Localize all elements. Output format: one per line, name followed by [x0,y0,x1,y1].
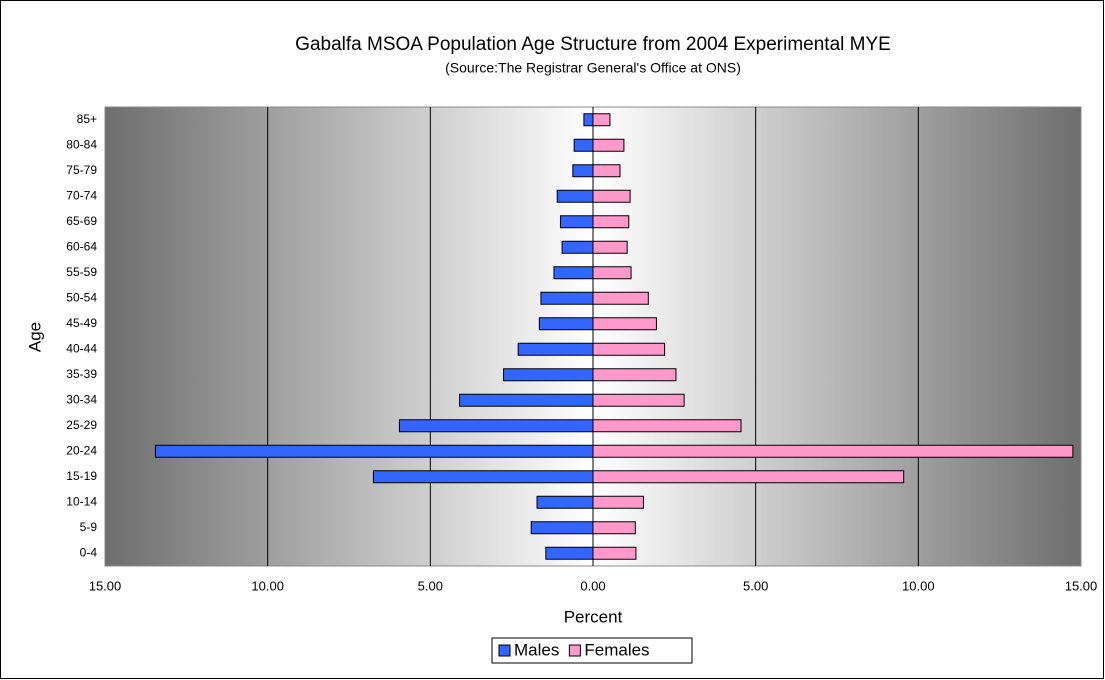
bar [592,393,685,407]
bar [592,495,644,509]
bar [592,521,636,535]
bar [592,444,1074,458]
bar [572,164,594,178]
bar [559,215,594,229]
x-tick-label: 0.00 [580,578,605,593]
bar [592,266,632,280]
x-tick-label: 5.00 [418,578,443,593]
y-tick-label: 55-59 [66,265,97,279]
bar [592,291,649,305]
bar [592,342,666,356]
y-tick-label: 40-44 [66,341,97,355]
bar [545,546,594,560]
chart-subtitle: (Source:The Registrar General's Office a… [445,60,741,76]
bar [592,546,637,560]
y-tick-label: 35-39 [66,367,97,381]
y-tick-label: 85+ [77,112,97,126]
legend-swatch [568,644,581,657]
bar [538,317,594,331]
x-axis-label: Percent [564,607,623,626]
bar [592,317,657,331]
y-tick-label: 80-84 [66,137,97,151]
bar [592,419,742,433]
legend-swatch [498,644,511,657]
chart-title: Gabalfa MSOA Population Age Structure fr… [295,34,891,55]
y-tick-label: 75-79 [66,163,97,177]
bar [592,164,621,178]
bar [556,189,594,203]
bar [573,138,594,152]
y-tick-label: 60-64 [66,239,97,253]
y-tick-label: 25-29 [66,418,97,432]
bar [592,470,905,484]
bar [372,470,594,484]
bar [536,495,594,509]
x-tick-label: 5.00 [743,578,768,593]
legend [491,637,693,664]
bar [553,266,594,280]
bar [561,240,594,254]
y-tick-label: 50-54 [66,290,97,304]
bar [459,393,594,407]
bar [398,419,594,433]
bar [583,113,594,127]
bar [154,444,594,458]
y-tick-label: 20-24 [66,443,97,457]
x-tick-label: 10.00 [902,578,935,593]
x-tick-label: 10.00 [251,578,284,593]
y-tick-label: 30-34 [66,392,97,406]
y-axis-label: Age [25,322,44,352]
y-tick-label: 15-19 [66,469,97,483]
bar [517,342,594,356]
bar [592,240,628,254]
bar [592,215,630,229]
bar [592,189,631,203]
y-tick-label: 0-4 [80,545,98,559]
bar [592,368,677,382]
y-tick-label: 10-14 [66,494,97,508]
bar [592,113,611,127]
bar [540,291,594,305]
bar [530,521,594,535]
x-tick-label: 15.00 [89,578,122,593]
legend-label: Males [514,640,559,659]
y-tick-label: 45-49 [66,316,97,330]
legend-label: Females [584,640,649,659]
bar [592,138,625,152]
y-tick-label: 65-69 [66,214,97,228]
y-tick-label: 70-74 [66,188,97,202]
x-tick-label: 15.00 [1065,578,1098,593]
y-tick-label: 5-9 [80,520,98,534]
bar [503,368,594,382]
